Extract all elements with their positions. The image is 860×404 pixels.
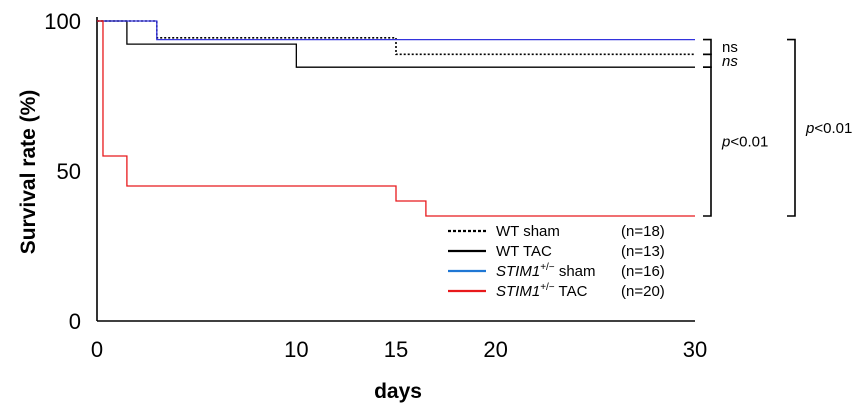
axes: 0 10 15 20 30 0 50 100 xyxy=(44,9,707,362)
x-axis-title: days xyxy=(374,380,422,403)
x-tick-label: 30 xyxy=(683,337,707,362)
legend-n: (n=20) xyxy=(621,283,665,300)
series-line xyxy=(97,20,695,217)
significance-label: ns xyxy=(722,53,738,70)
significance-bracket xyxy=(703,38,712,56)
significance-label: p<0.01 xyxy=(805,120,852,137)
legend-n: (n=13) xyxy=(621,243,665,260)
significance-bracket xyxy=(787,38,796,217)
significance-label: ns xyxy=(722,39,738,56)
legend-label: STIM1+/− sham xyxy=(496,262,596,280)
legend-n: (n=16) xyxy=(621,263,665,280)
series-line xyxy=(97,20,695,68)
significance-bracket xyxy=(703,66,712,217)
series-line xyxy=(97,20,695,56)
x-tick-label: 20 xyxy=(483,337,507,362)
y-tick-label: 50 xyxy=(57,159,81,184)
legend-label: WT sham xyxy=(496,223,560,240)
y-tick-label: 100 xyxy=(44,9,81,34)
significance-label: p<0.01 xyxy=(721,134,768,151)
legend-label: STIM1+/− TAC xyxy=(496,282,588,300)
legend-n: (n=18) xyxy=(621,223,665,240)
x-tick-label: 10 xyxy=(284,337,308,362)
significance-bracket xyxy=(703,53,712,68)
y-axis-title: Survival rate (%) xyxy=(17,90,40,255)
x-tick-label: 15 xyxy=(384,337,408,362)
series-layer xyxy=(97,20,695,217)
y-tick-label: 0 xyxy=(69,309,81,334)
legend-label: WT TAC xyxy=(496,243,552,260)
legend: WT sham (n=18) WT TAC (n=13) STIM1+/− sham (n… xyxy=(448,223,665,300)
series-line xyxy=(97,20,695,41)
x-tick-label: 0 xyxy=(91,337,103,362)
